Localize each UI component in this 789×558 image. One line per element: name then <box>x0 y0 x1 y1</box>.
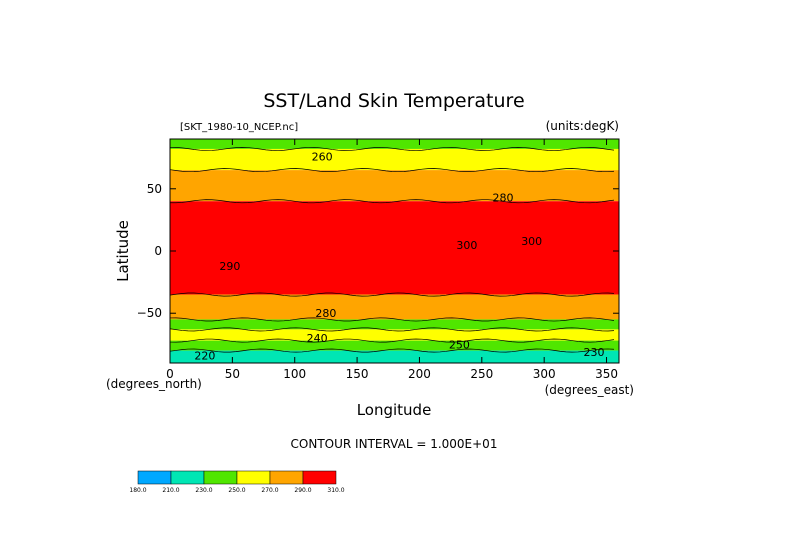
contour-label: 250 <box>449 338 470 351</box>
y-unit-label: (degrees_north) <box>106 377 202 391</box>
y-tick-label: −50 <box>137 306 162 320</box>
x-tick-label: 300 <box>533 367 556 381</box>
temperature-map: 260 280 300 300 290 280 240 250 220 230 <box>169 139 619 363</box>
x-tick-label: 150 <box>346 367 369 381</box>
contour-label: 280 <box>493 191 514 204</box>
legend-swatch <box>269 470 304 485</box>
contour-label: 280 <box>315 307 336 320</box>
contour-line <box>169 147 615 151</box>
y-axis-title: Latitude <box>114 220 132 282</box>
x-unit-label: (degrees_east) <box>545 383 634 397</box>
x-tick-label: 350 <box>595 367 618 381</box>
legend-swatch <box>170 470 205 485</box>
y-axis: 50 0 −50 <box>137 182 619 320</box>
chart-title: SST/Land Skin Temperature <box>263 90 524 112</box>
contour-label: 230 <box>584 346 605 359</box>
temperature-band <box>170 319 619 330</box>
x-tick-label: 200 <box>408 367 431 381</box>
legend-swatch <box>137 470 172 485</box>
legend-label: 250.0 <box>228 487 245 494</box>
x-axis: 0 50 100 150 200 250 300 350 <box>166 139 618 381</box>
temperature-band <box>170 294 619 320</box>
contour-line <box>169 348 615 353</box>
temperature-band <box>170 329 619 341</box>
contour-interval-note: CONTOUR INTERVAL = 1.000E+01 <box>291 437 498 451</box>
x-axis-title: Longitude <box>357 401 432 419</box>
legend-label: 290.0 <box>294 487 311 494</box>
contour-line <box>169 327 615 332</box>
y-tick-label: 0 <box>154 244 162 258</box>
contour-line <box>169 338 615 343</box>
legend-swatch <box>236 470 271 485</box>
contour-label: 300 <box>456 239 477 252</box>
legend-label: 230.0 <box>195 487 212 494</box>
contour-line <box>169 199 615 204</box>
temperature-band <box>170 350 619 363</box>
legend-label: 210.0 <box>162 487 179 494</box>
contour-label: 290 <box>219 260 240 273</box>
x-tick-label: 0 <box>166 367 174 381</box>
y-tick-label: 50 <box>147 182 162 196</box>
color-legend: 180.0 210.0 230.0 250.0 270.0 290.0 310.0 <box>129 470 345 494</box>
temperature-band <box>170 148 619 171</box>
legend-swatch <box>302 470 337 485</box>
x-tick-label: 250 <box>470 367 493 381</box>
contour-line <box>169 168 615 173</box>
legend-label: 270.0 <box>261 487 278 494</box>
contour-label: 300 <box>521 235 542 248</box>
temperature-band <box>170 340 619 351</box>
contour-line <box>169 317 615 322</box>
legend-label: 310.0 <box>327 487 344 494</box>
contour-line <box>169 292 615 297</box>
contour-label: 240 <box>307 332 328 345</box>
legend-swatch <box>203 470 238 485</box>
contour-label: 260 <box>312 150 333 163</box>
dataset-label: [SKT_1980-10_NCEP.nc] <box>180 122 298 133</box>
x-tick-label: 100 <box>283 367 306 381</box>
legend-label: 180.0 <box>129 487 146 494</box>
temperature-band <box>170 139 619 149</box>
units-label: (units:degK) <box>546 119 619 133</box>
contour-label: 220 <box>194 350 215 363</box>
temperature-band <box>170 201 619 295</box>
x-tick-label: 50 <box>225 367 240 381</box>
temperature-band <box>170 170 619 202</box>
